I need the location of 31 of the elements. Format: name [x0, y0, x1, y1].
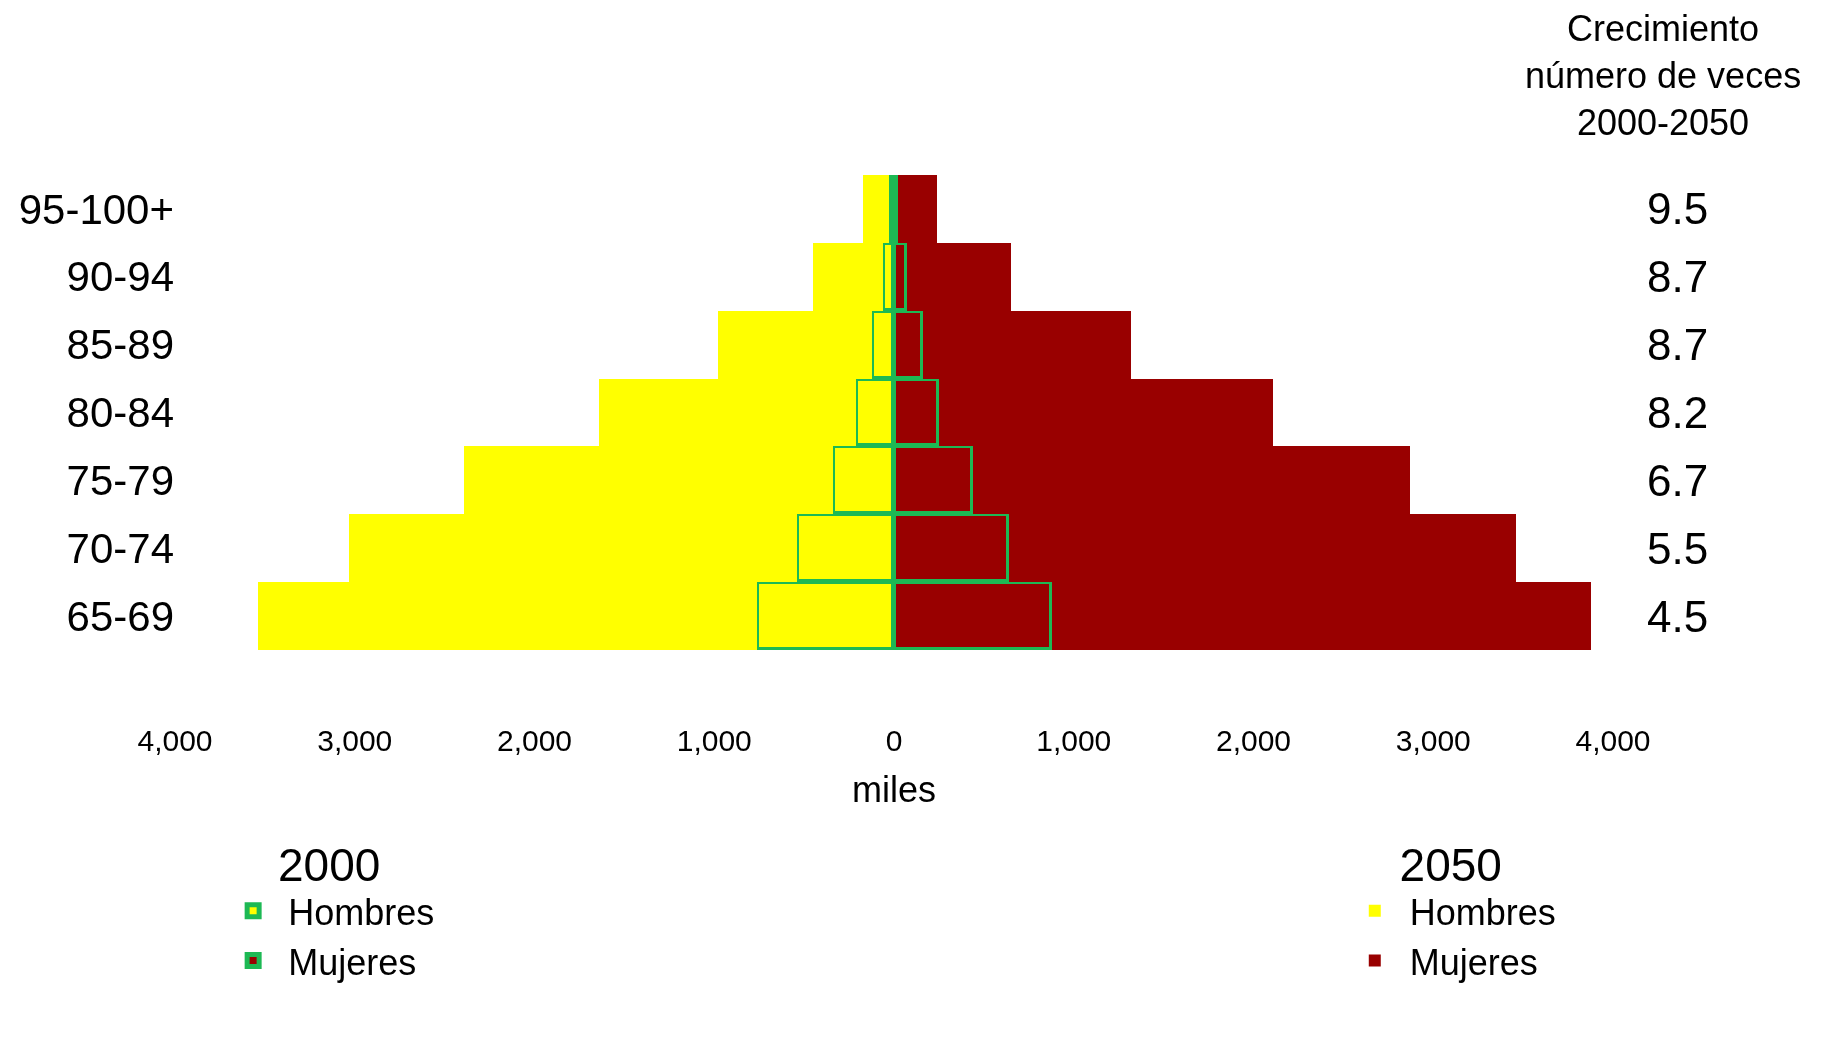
- x-tick-label: 3,000: [317, 724, 393, 757]
- y-tick-label: 80-84: [66, 389, 174, 437]
- text: 8.2: [1647, 388, 1709, 437]
- legend-label: Hombres: [288, 891, 435, 933]
- text: 2000: [277, 838, 381, 891]
- x-tick-label: 2,000: [1215, 724, 1292, 757]
- x-tick-label: 2,000: [496, 724, 573, 757]
- y-tick-label: 65-69: [66, 592, 174, 640]
- x-tick-label: 1,000: [1036, 724, 1112, 757]
- y-tick-label: 75-79: [66, 457, 174, 505]
- y-tick-label: 70-74: [66, 524, 174, 572]
- text: Crecimiento número de veces 2000-2050: [1525, 8, 1802, 143]
- text: 4.5: [1647, 592, 1709, 641]
- y-tick-label: 95-100+: [18, 185, 174, 233]
- text: 9.5: [1647, 184, 1709, 233]
- x-tick-label: 1,000: [676, 724, 752, 757]
- legend-label: Mujeres: [1409, 941, 1538, 983]
- legend-label: Hombres: [1409, 891, 1556, 933]
- text: 8.7: [1647, 252, 1709, 301]
- x-tick-label: 0: [885, 724, 903, 757]
- x-tick-label: 3,000: [1395, 724, 1471, 757]
- x-tick-label: 4,000: [1575, 724, 1651, 757]
- text: 5.5: [1647, 524, 1709, 573]
- y-tick-label: 90-94: [66, 253, 174, 301]
- y-tick-label: 85-89: [66, 321, 174, 369]
- text: 8.7: [1647, 320, 1709, 369]
- x-axis-title: miles: [851, 768, 937, 810]
- x-tick-label: 4,000: [137, 724, 213, 757]
- text: 2050: [1399, 838, 1502, 891]
- text: 6.7: [1647, 456, 1709, 505]
- legend-label: Mujeres: [288, 941, 417, 983]
